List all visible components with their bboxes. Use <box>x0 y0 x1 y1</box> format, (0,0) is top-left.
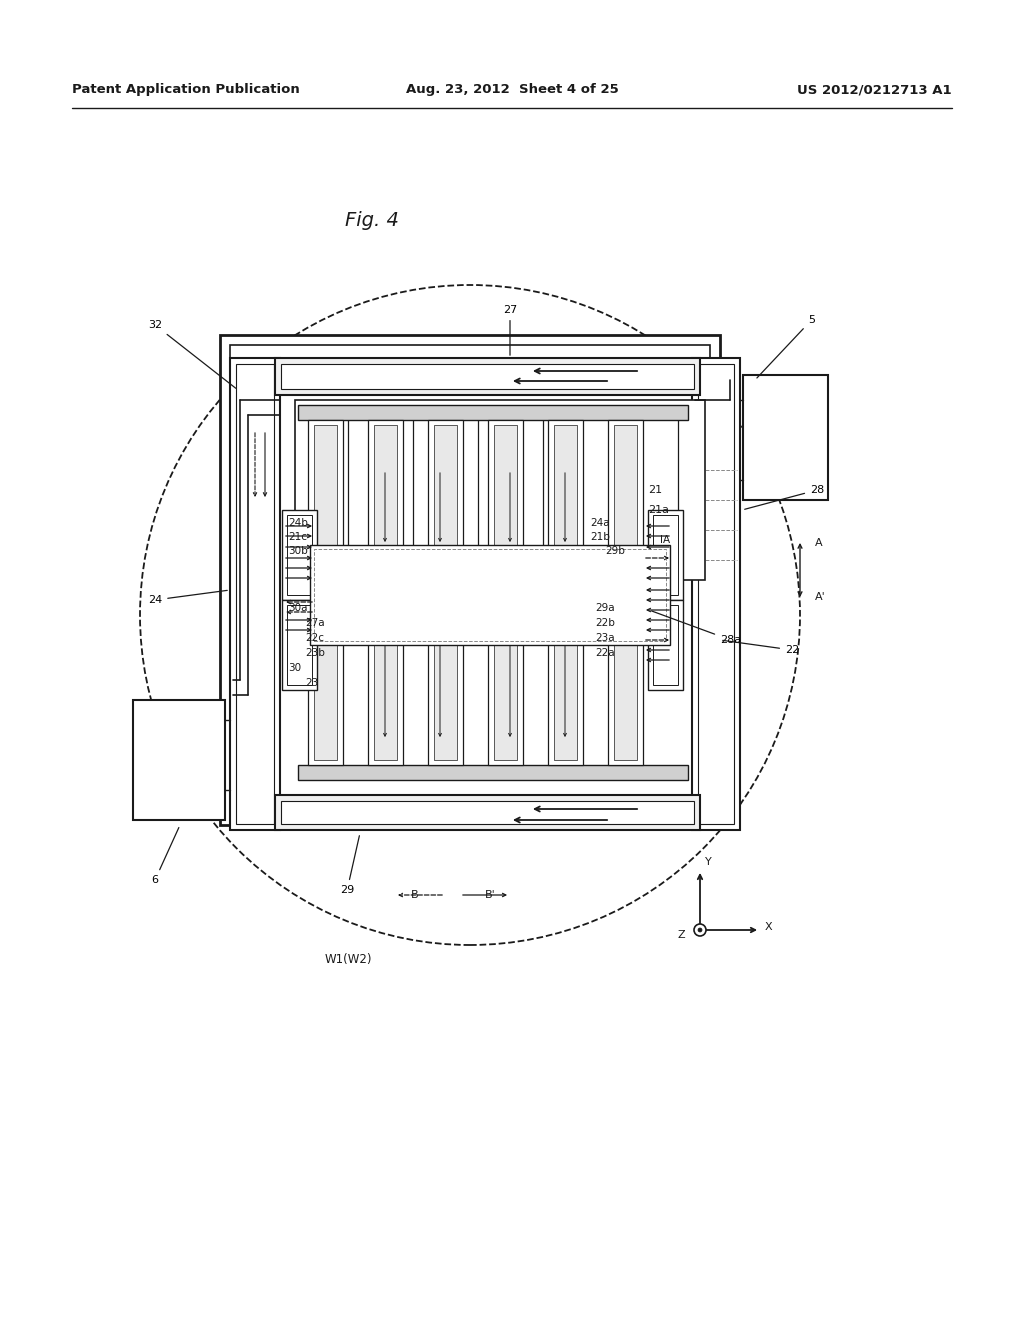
Bar <box>282 510 317 601</box>
Bar <box>494 425 517 554</box>
Text: 22c: 22c <box>305 634 324 643</box>
Bar <box>653 515 678 595</box>
Text: 27a: 27a <box>305 618 325 628</box>
Text: 30a: 30a <box>288 603 307 612</box>
Bar <box>281 801 694 824</box>
Text: 5: 5 <box>757 315 815 378</box>
Bar <box>308 624 343 766</box>
Text: 29a: 29a <box>595 603 614 612</box>
Bar <box>488 624 523 766</box>
Bar <box>488 420 523 560</box>
Text: IA: IA <box>660 535 670 545</box>
Bar <box>374 425 397 554</box>
Bar <box>608 420 643 560</box>
Bar <box>434 630 457 760</box>
Bar <box>375 408 413 572</box>
Bar <box>310 408 348 572</box>
Bar <box>548 624 583 766</box>
Text: 6: 6 <box>152 828 179 884</box>
Circle shape <box>698 928 702 932</box>
Bar <box>287 515 312 595</box>
Bar <box>614 630 637 760</box>
Text: 21: 21 <box>648 484 663 495</box>
Text: US 2012/0212713 A1: US 2012/0212713 A1 <box>798 83 952 96</box>
Bar <box>368 624 403 766</box>
Bar <box>220 335 720 825</box>
Text: 28a: 28a <box>651 611 741 645</box>
Text: Fig. 4: Fig. 4 <box>345 210 399 230</box>
Bar <box>133 700 225 820</box>
Text: 23a: 23a <box>595 634 614 643</box>
Bar <box>440 408 478 572</box>
Text: A': A' <box>815 591 825 602</box>
Bar <box>494 630 517 760</box>
Bar <box>236 364 274 824</box>
Text: A: A <box>815 539 822 548</box>
Text: 24b: 24b <box>288 517 308 528</box>
Bar <box>428 420 463 560</box>
Bar <box>298 766 688 780</box>
Bar <box>295 400 705 579</box>
Bar <box>368 420 403 560</box>
Text: 22: 22 <box>723 640 800 655</box>
Text: 21a: 21a <box>648 506 669 515</box>
Text: 24: 24 <box>148 590 227 605</box>
Bar <box>308 420 343 560</box>
Text: 30b: 30b <box>288 546 308 556</box>
Bar <box>298 405 688 420</box>
Text: Z: Z <box>677 931 685 940</box>
Text: 21c: 21c <box>288 532 307 543</box>
Text: B: B <box>412 890 419 900</box>
Bar <box>554 425 577 554</box>
Bar <box>653 605 678 685</box>
Text: 30: 30 <box>288 663 301 673</box>
Bar <box>640 408 678 572</box>
Bar <box>692 358 740 830</box>
Bar <box>282 601 317 690</box>
Bar <box>310 545 670 645</box>
Text: 24a: 24a <box>590 517 609 528</box>
Bar <box>743 375 828 500</box>
Text: 29: 29 <box>340 836 359 895</box>
Text: Patent Application Publication: Patent Application Publication <box>72 83 300 96</box>
Bar <box>554 630 577 760</box>
Text: 21b: 21b <box>590 532 610 543</box>
Text: 27: 27 <box>503 305 517 355</box>
Text: Aug. 23, 2012  Sheet 4 of 25: Aug. 23, 2012 Sheet 4 of 25 <box>406 83 618 96</box>
Bar <box>230 358 280 830</box>
Circle shape <box>694 924 706 936</box>
Bar <box>275 795 700 830</box>
Text: W1(W2): W1(W2) <box>325 953 373 966</box>
Bar <box>314 630 337 760</box>
Bar <box>614 425 637 554</box>
Text: 22a: 22a <box>595 648 614 657</box>
Bar <box>314 425 337 554</box>
Bar <box>575 408 613 572</box>
Text: B': B' <box>484 890 496 900</box>
Text: Y: Y <box>705 857 712 867</box>
Text: 23: 23 <box>305 678 318 688</box>
Bar <box>287 605 312 685</box>
Bar <box>434 425 457 554</box>
Text: X: X <box>765 921 773 932</box>
Bar <box>505 408 543 572</box>
Bar <box>275 358 700 395</box>
Bar <box>281 364 694 389</box>
Bar <box>548 420 583 560</box>
Text: 22b: 22b <box>595 618 614 628</box>
Bar <box>648 510 683 601</box>
Bar <box>230 345 710 814</box>
Bar <box>648 601 683 690</box>
Text: 29b: 29b <box>605 546 625 556</box>
Text: 32: 32 <box>148 319 236 388</box>
Text: 28: 28 <box>744 484 824 510</box>
Bar <box>698 364 734 824</box>
Bar <box>608 624 643 766</box>
Bar <box>374 630 397 760</box>
Text: 23b: 23b <box>305 648 325 657</box>
Bar <box>314 549 666 642</box>
Bar <box>428 624 463 766</box>
